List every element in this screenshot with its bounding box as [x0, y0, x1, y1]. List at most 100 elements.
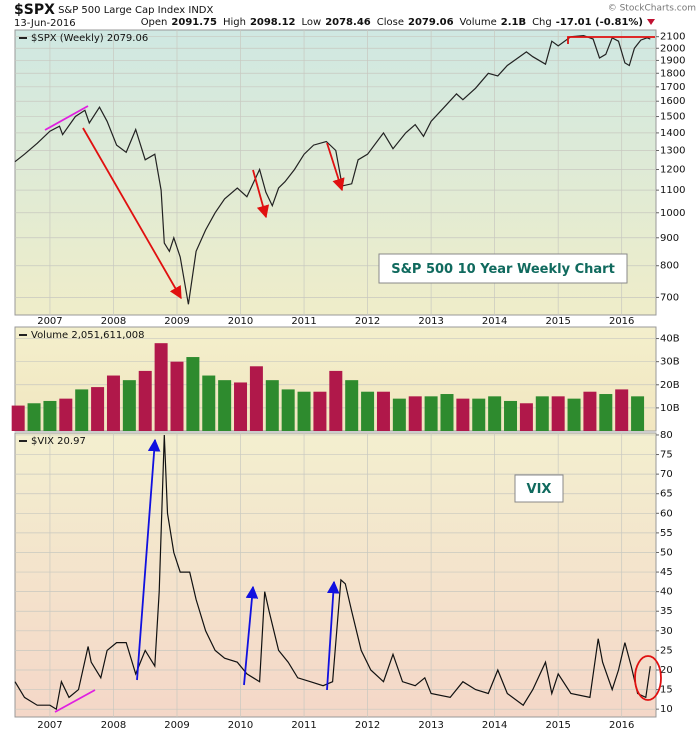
y-tick-label: 55 — [660, 528, 673, 539]
volume-bar — [567, 398, 581, 431]
y-tick-label: 30B — [660, 357, 680, 368]
volume-bar — [154, 343, 168, 431]
x-tick-label: 2016 — [609, 316, 634, 327]
y-tick-label: 30 — [660, 626, 673, 637]
volume-bar — [551, 396, 565, 431]
arrow — [252, 169, 270, 219]
arrow — [326, 580, 340, 691]
y-tick-label: 45 — [660, 567, 673, 578]
x-tick-label: 2008 — [101, 316, 126, 327]
price-line — [14, 434, 651, 711]
y-tick-label: 1300 — [660, 145, 685, 156]
volume-bar — [43, 400, 57, 431]
x-tick-label: 2012 — [355, 720, 380, 731]
y-tick-label: 1200 — [660, 164, 685, 175]
annotation-text: VIX — [527, 482, 552, 497]
name: S&P 500 Large Cap Index — [58, 5, 185, 16]
exchange: INDX — [188, 5, 213, 16]
x-tick-label: 2010 — [228, 720, 253, 731]
arrow — [82, 127, 182, 300]
volume-bar — [265, 380, 279, 431]
arrow — [243, 585, 259, 686]
y-tick-label: 800 — [660, 261, 679, 272]
volume-bar — [361, 391, 375, 431]
quote-label: Low — [301, 17, 321, 28]
volume-bar — [345, 380, 359, 431]
y-tick-label: 1400 — [660, 128, 685, 139]
x-tick-label: 2016 — [609, 720, 634, 731]
trend-line — [54, 689, 96, 713]
x-tick-label: 2009 — [164, 720, 189, 731]
y-tick-label: 75 — [660, 450, 673, 461]
x-tick-label: 2013 — [418, 316, 443, 327]
volume-bar — [170, 361, 184, 431]
legend-label: Volume 2,051,611,008 — [31, 330, 145, 341]
y-tick-label: 80 — [660, 430, 673, 441]
volume-bar — [472, 398, 486, 431]
volume-bar — [122, 380, 136, 431]
y-tick-label: 10 — [660, 704, 673, 715]
x-tick-label: 2010 — [228, 316, 253, 327]
volume-bar — [535, 396, 549, 431]
x-tick-label: 2011 — [291, 720, 316, 731]
y-tick-label: 60 — [660, 508, 673, 519]
volume-bar — [504, 400, 518, 431]
y-tick-label: 1100 — [660, 185, 685, 196]
y-tick-label: 10B — [660, 403, 680, 414]
y-tick-label: 70 — [660, 469, 673, 480]
volume-bar — [488, 396, 502, 431]
quote-value: 2098.12 — [250, 17, 296, 28]
volume-bar — [75, 389, 89, 431]
quote-label: Volume — [460, 17, 497, 28]
quote-label: High — [223, 17, 246, 28]
date: 13-Jun-2016 — [14, 18, 76, 29]
quote-label: Close — [377, 17, 404, 28]
volume-bar — [91, 387, 105, 431]
annotations — [44, 36, 662, 713]
quote-value: 2.1B — [501, 17, 526, 28]
y-tick-label: 2000 — [660, 43, 685, 54]
volume-bar — [11, 405, 25, 431]
volume-bar — [583, 391, 597, 431]
volume-bar — [202, 375, 216, 431]
y-tick-label: 40 — [660, 587, 673, 598]
volume-bar — [106, 375, 120, 431]
y-tick-label: 35 — [660, 606, 673, 617]
y-tick-label: 25 — [660, 645, 673, 656]
x-tick-label: 2015 — [545, 316, 570, 327]
volume-bar — [519, 403, 533, 431]
header-title: $SPX S&P 500 Large Cap Index INDX — [14, 2, 214, 18]
volume-bar — [329, 370, 343, 431]
down-triangle — [647, 19, 655, 25]
y-tick-label: 1600 — [660, 96, 685, 107]
volume-bar — [615, 389, 629, 431]
arrow — [326, 142, 345, 192]
y-tick-label: 1500 — [660, 112, 685, 123]
volume-bar — [297, 391, 311, 431]
y-tick-label: 700 — [660, 292, 679, 303]
y-tick-label: 1700 — [660, 82, 685, 93]
volume-bar — [440, 394, 454, 431]
volume-bar — [631, 396, 645, 431]
annotation-box — [514, 474, 564, 503]
x-tick-label: 2012 — [355, 316, 380, 327]
symbol: $SPX — [14, 2, 55, 18]
x-tick-label: 2014 — [482, 316, 507, 327]
volume-bar — [281, 389, 295, 431]
quote: Open 2091.75 High 2098.12 Low 2078.46 Close 207… — [141, 17, 643, 28]
volume-bar — [27, 403, 41, 431]
volume-bar — [456, 398, 470, 431]
y-tick-label: 900 — [660, 233, 679, 244]
resistance-line — [567, 36, 655, 44]
volume-bar — [234, 382, 248, 431]
y-tick-label: 20B — [660, 380, 680, 391]
x-tick-label: 2008 — [101, 720, 126, 731]
y-tick-label: 50 — [660, 547, 673, 558]
y-tick-label: 20 — [660, 665, 673, 676]
legend-label: $SPX (Weekly) 2079.06 — [31, 33, 148, 44]
volume-bar — [408, 396, 422, 431]
volume-bar — [599, 394, 613, 431]
volume-bar — [313, 391, 327, 431]
annotation-text: S&P 500 10 Year Weekly Chart — [391, 262, 615, 277]
